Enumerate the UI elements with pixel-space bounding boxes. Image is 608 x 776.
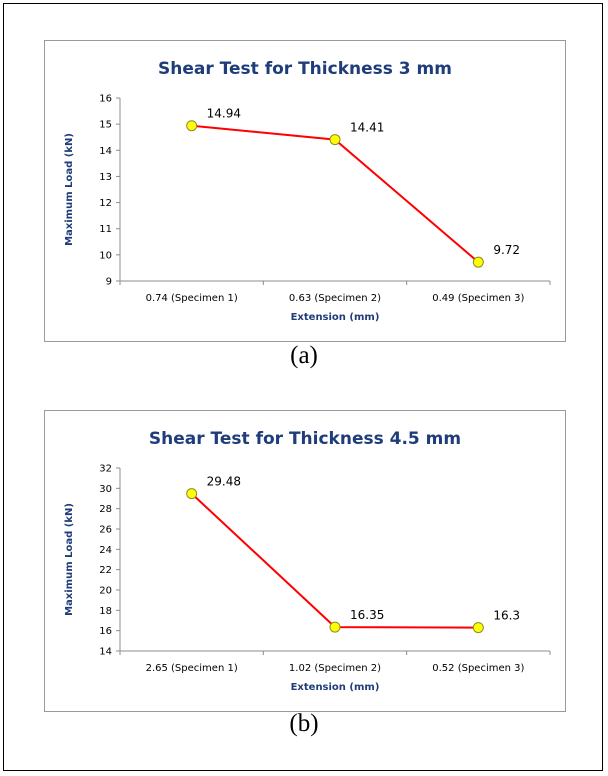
chart-a-svg: Shear Test for Thickness 3 mm 9 10 11 12 13 14… xyxy=(64,59,551,323)
x-tick-label: 0.52 (Specimen 3) xyxy=(432,663,524,674)
data-label: 16.35 xyxy=(350,608,384,622)
chart-title: Shear Test for Thickness 3 mm xyxy=(158,59,452,79)
data-point xyxy=(329,621,341,633)
figure-frame xyxy=(3,3,603,771)
chart-title: Shear Test for Thickness 4.5 mm xyxy=(149,429,461,449)
series-line xyxy=(190,492,479,629)
y-tick-label: 32 xyxy=(99,464,112,475)
x-tick-label: 1.02 (Specimen 2) xyxy=(289,663,381,674)
y-tick-label: 12 xyxy=(99,198,112,209)
y-tick-label: 30 xyxy=(99,484,112,495)
y-tick-label: 20 xyxy=(99,586,112,597)
y-axis-label: Maximum Load (kN) xyxy=(64,133,75,246)
data-point xyxy=(472,256,484,268)
data-label: 9.72 xyxy=(493,243,520,257)
caption-a: (a) xyxy=(290,342,318,369)
y-tick-label: 26 xyxy=(99,525,112,536)
y-tick-label: 11 xyxy=(99,224,112,235)
y-tick-label: 16 xyxy=(99,94,112,105)
data-point xyxy=(186,120,198,132)
y-tick-label: 22 xyxy=(99,565,112,576)
x-tick-label: 2.65 (Specimen 1) xyxy=(146,663,238,674)
chart-a: Shear Test for Thickness 3 mm 9 10 11 12 13 14… xyxy=(44,40,566,342)
y-tick-label: 15 xyxy=(99,120,112,131)
data-label: 14.41 xyxy=(350,121,384,135)
y-tick-label: 14 xyxy=(99,647,112,658)
y-tick-label: 13 xyxy=(99,172,112,183)
data-label: 16.3 xyxy=(493,609,520,623)
y-tick-label: 18 xyxy=(99,606,112,617)
data-point xyxy=(329,134,341,146)
series-line xyxy=(191,124,479,263)
x-tick-label: 0.49 (Specimen 3) xyxy=(432,293,524,304)
data-label: 29.48 xyxy=(207,475,241,489)
data-point xyxy=(472,622,484,634)
y-tick-label: 9 xyxy=(106,277,112,288)
y-tick-label: 24 xyxy=(99,545,112,556)
y-axis-label: Maximum Load (kN) xyxy=(64,503,75,616)
x-axis-label: Extension (mm) xyxy=(291,682,380,693)
data-point xyxy=(186,488,198,500)
x-tick-label: 0.74 (Specimen 1) xyxy=(146,293,238,304)
data-label: 14.94 xyxy=(207,107,241,121)
x-axis-label: Extension (mm) xyxy=(291,312,380,323)
chart-b: Shear Test for Thickness 4.5 mm 14 16 18 20 2… xyxy=(44,410,566,712)
y-tick-label: 10 xyxy=(99,250,112,261)
y-tick-label: 28 xyxy=(99,504,112,515)
y-tick-label: 14 xyxy=(99,146,112,157)
caption-b: (b) xyxy=(289,710,319,737)
chart-b-svg: Shear Test for Thickness 4.5 mm 14 16 18 20 2… xyxy=(64,429,551,693)
x-tick-label: 0.63 (Specimen 2) xyxy=(289,293,381,304)
y-tick-label: 16 xyxy=(99,626,112,637)
